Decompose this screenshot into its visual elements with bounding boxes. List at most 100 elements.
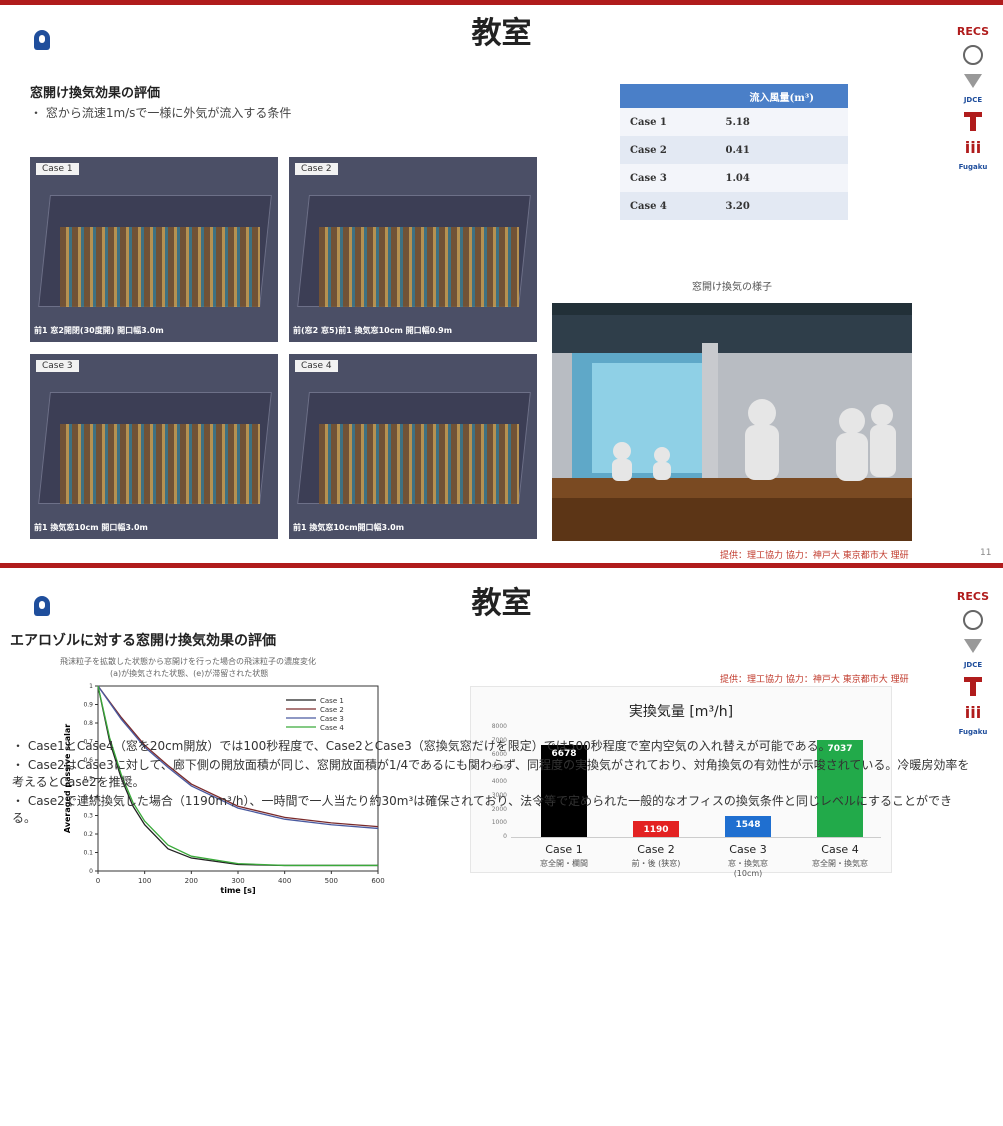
y-tick-label: 0.3 xyxy=(83,813,93,820)
plot-frame xyxy=(97,685,379,872)
legend-label: Case 3 xyxy=(320,715,344,723)
bar-value-label: 1548 xyxy=(735,819,761,830)
slide-separator xyxy=(0,563,1003,568)
y-tick-label: 0.5 xyxy=(83,776,93,783)
gear-logo-icon xyxy=(949,44,997,66)
slide-title: 教室 xyxy=(471,586,532,621)
x-tick-label: 0 xyxy=(96,877,100,885)
bar-plot-area: 0 1000 2000 3000 4000 5000 6000 7000 8000 6678 Cas… xyxy=(471,687,891,878)
photo-caption: 窓開け換気の様子 xyxy=(692,282,772,293)
slide-2: 教室 エアロゾルに対する窓開け換気効果の評価 飛沫粒子を拡散した状態から窓開けを… xyxy=(0,568,1003,1126)
case-caption: 前1 換気窓10cm 開口幅3.0m xyxy=(34,523,148,532)
bar-value-label: 6678 xyxy=(551,749,577,760)
fugaku-logo-icon: Fugaku xyxy=(958,728,988,736)
legend-label: Case 4 xyxy=(320,724,344,732)
table-row: Case 2 0.41 xyxy=(620,136,848,164)
recs-logo-icon: RECS xyxy=(956,25,990,38)
case-label: Case 2 xyxy=(295,163,338,175)
case-caption: 前1 換気窓10cm開口幅3.0m xyxy=(293,523,405,532)
category-label: Case 1 xyxy=(545,843,583,856)
category-sublabel: 窓全開・欄間 xyxy=(540,859,588,868)
y-tick-label: 6000 xyxy=(491,750,507,758)
case-label: Case 4 xyxy=(295,360,338,372)
partner-logo-rail: RECS JDCE iii Fugaku xyxy=(949,25,997,177)
note-item: ・ Case2はCase3に対して、廊下側の開放面積が同じ、窓開放面積が1/4で… xyxy=(12,758,970,789)
occupant-grid xyxy=(319,227,519,307)
bar-1 xyxy=(541,745,587,837)
table-cell: Case 1 xyxy=(620,108,716,136)
x-tick-label: 100 xyxy=(138,877,151,885)
gear-logo-icon xyxy=(949,609,997,631)
jdce-logo-icon: JDCE xyxy=(963,661,983,669)
t-logo-icon xyxy=(949,675,997,697)
bar-chart-title: 実換気量 [m³/h] xyxy=(628,704,734,720)
table-row: Case 3 1.04 xyxy=(620,164,848,192)
y-tick-label: 0.6 xyxy=(83,757,93,764)
chart-subtext-1: 飛沫粒子を拡散した状態から窓開けを行った場合の飛沫粒子の濃度変化 xyxy=(60,657,316,666)
y-tick-label: 0.2 xyxy=(83,831,93,838)
x-tick-label: 200 xyxy=(185,877,198,885)
occupant-grid xyxy=(60,227,260,307)
conclusion-notes: ・ Case1とCase4（窓を20cm開放）では100秒程度で、Case2とC… xyxy=(12,738,972,829)
category-label: Case 2 xyxy=(637,843,675,856)
category-label: Case 4 xyxy=(821,843,859,856)
simulation-case-2: Case 2 前(窓2 窓5)前1 換気窓10cm 開口幅0.9m xyxy=(289,157,537,342)
institute-logo xyxy=(30,30,56,58)
x-tick-label: 500 xyxy=(325,877,338,885)
y-tick-label: 0 xyxy=(503,833,507,840)
y-tick-label: 0.8 xyxy=(83,720,93,727)
case-caption: 前1 窓2開閉(30度開) 開口幅3.0m xyxy=(34,326,164,335)
source-note: 提供：理工協力 協力：神戸大 東京都市大 理研 xyxy=(720,675,909,685)
category-label: Case 3 xyxy=(729,843,767,856)
case-caption: 前(窓2 窓5)前1 換気窓10cm 開口幅0.9m xyxy=(293,326,453,335)
legend-label: Case 2 xyxy=(320,706,344,714)
table-row: Case 4 3.20 xyxy=(620,192,848,220)
table-row: Case 1 5.18 xyxy=(620,108,848,136)
jdce-logo-icon: JDCE xyxy=(963,96,983,104)
case-label: Case 1 xyxy=(36,163,79,175)
ventilation-bar-chart-panel: 実換気量 [m³/h] 0 1000 2000 3000 4000 5000 6000 700… xyxy=(470,686,892,878)
table-cell: 0.41 xyxy=(715,136,848,164)
x-axis-label: time [s] xyxy=(220,886,255,895)
source-note: 提供：理工協力 協力：神戸大 東京都市大 理研 xyxy=(720,551,909,561)
simulation-case-4: Case 4 前1 換気窓10cm開口幅3.0m xyxy=(289,354,537,539)
x-axis-line xyxy=(511,837,881,838)
y-tick-label: 4000 xyxy=(491,778,507,785)
note-item: ・ Case1とCase4（窓を20cm開放）では100秒程度で、Case2とC… xyxy=(12,739,831,753)
table-header-cell: 流入風量(m³) xyxy=(715,84,848,108)
series-line xyxy=(97,685,378,867)
slide-heading: 窓開け換気効果の評価 xyxy=(30,86,161,101)
y-axis-label: Averaged passive scalar xyxy=(63,724,72,833)
series-line xyxy=(97,685,379,828)
shield-logo-icon xyxy=(949,72,997,90)
y-tick-label: 7000 xyxy=(491,736,507,744)
simulation-case-3: Case 3 前1 換気窓10cm 開口幅3.0m xyxy=(30,354,278,539)
table-cell: Case 4 xyxy=(620,192,716,220)
y-tick-label: 1000 xyxy=(491,819,507,827)
slide-top-bar xyxy=(0,0,1003,5)
chart-subtext-2: (a)が換気された状態、(e)が滞留された状態 xyxy=(110,669,269,678)
case-label: Case 3 xyxy=(36,360,79,372)
inflow-table: 流入風量(m³) Case 1 5.18 Case 2 0.41 Case 3 … xyxy=(620,84,848,220)
y-tick-label: 8000 xyxy=(491,723,507,730)
table-header-cell xyxy=(620,84,716,108)
partner-logo-rail: RECS JDCE iii Fugaku xyxy=(949,590,997,742)
legend-label: Case 1 xyxy=(320,697,344,705)
table-cell: 5.18 xyxy=(715,108,848,136)
bar-value-label: 7037 xyxy=(827,744,853,755)
table-header-row: 流入風量(m³) xyxy=(620,84,848,108)
x-tick-label: 600 xyxy=(371,877,384,885)
table-cell: Case 3 xyxy=(620,164,716,192)
category-sublabel: 前・後 (狭窓) xyxy=(631,859,681,868)
table-cell: Case 2 xyxy=(620,136,716,164)
simulation-case-1: Case 1 前1 窓2開閉(30度開) 開口幅3.0m xyxy=(30,157,278,342)
series-line xyxy=(97,685,379,830)
bar-value-label: 1190 xyxy=(643,824,669,835)
category-sublabel: 窓全開・換気窓 xyxy=(812,859,868,868)
bar-3 xyxy=(725,815,771,837)
category-sublabel: 窓・換気窓 (10cm) xyxy=(728,859,768,878)
y-tick-label: 2000 xyxy=(491,805,507,813)
note-item: ・ Case2で連続換気した場合（1190m³/h）、一時間で一人当たり約30m… xyxy=(12,794,952,825)
slide-title: 教室 xyxy=(471,16,532,51)
y-tick-label: 0.4 xyxy=(83,794,93,801)
